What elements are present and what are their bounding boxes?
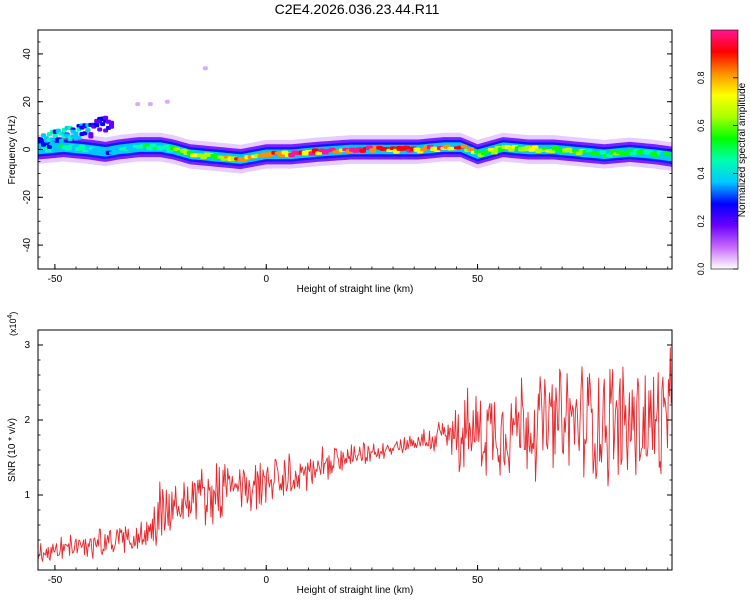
- heatmap-y-label: Frequency (Hz): [7, 116, 18, 185]
- heatmap-cell: [315, 151, 323, 155]
- heatmap-cell: [103, 115, 109, 120]
- heatmap-y-tick-label: -20: [22, 190, 33, 205]
- heatmap-x-tick-label: -50: [48, 274, 63, 285]
- heatmap-marks: [38, 66, 672, 174]
- snr-multiplier-close: ): [8, 312, 18, 315]
- snr-multiplier-exp: 4: [7, 314, 14, 318]
- snr-y-tick-label: 1: [24, 490, 30, 501]
- heatmap-cell: [163, 144, 170, 149]
- snr-x-label: Height of straight line (km): [297, 585, 414, 596]
- figure-title: C2E4.2026.036.23.44.R11: [275, 1, 440, 17]
- heatmap-cell: [147, 102, 153, 107]
- heatmap-cell: [629, 151, 637, 156]
- snr-x-ticks: -50 0 50: [48, 565, 669, 586]
- colorbar-gradient: [710, 29, 739, 270]
- heatmap-y-tick-label: -40: [22, 237, 33, 252]
- heatmap-cell: [135, 102, 141, 107]
- heatmap-cell: [73, 131, 79, 136]
- heatmap-cell: [58, 138, 64, 143]
- heatmap-cell: [100, 122, 106, 127]
- svg-text:(x104): (x104): [7, 312, 18, 336]
- heatmap-cell: [109, 124, 115, 129]
- heatmap-cell: [606, 153, 613, 158]
- heatmap-cell: [85, 128, 91, 133]
- snr-multiplier-base: (x10: [8, 318, 18, 336]
- heatmap-cell: [82, 131, 88, 136]
- heatmap-cell: [173, 147, 181, 151]
- heatmap-cell: [94, 123, 100, 128]
- heatmap-x-ticks: -50 0 50: [48, 264, 669, 285]
- heatmap-cell: [88, 134, 94, 139]
- colorbar-tick-label: 0.0: [696, 263, 706, 276]
- colorbar-tick-label: 0.6: [696, 119, 706, 132]
- heatmap-cell: [149, 143, 157, 149]
- heatmap-cell: [663, 151, 671, 156]
- snr-x-tick-label: 0: [263, 575, 269, 586]
- snr-y-label: SNR (10 * v/v): [7, 418, 18, 482]
- heatmap-y-ticks: -40 -20 0 20 40: [22, 29, 672, 270]
- heatmap-x-label: Height of straight line (km): [297, 284, 414, 295]
- heatmap-cell: [460, 144, 468, 149]
- colorbar-tick-label: 0.8: [696, 72, 706, 85]
- heatmap-cell: [541, 146, 549, 150]
- heatmap-cell: [102, 148, 110, 152]
- heatmap-cell: [670, 155, 672, 159]
- colorbar-ticks: 0.0 0.2 0.4 0.6 0.8: [696, 72, 738, 276]
- colorbar: 0.0 0.2 0.4 0.6 0.8 Normalized spectral ampl…: [696, 29, 748, 276]
- heatmap-cell: [40, 133, 47, 138]
- heatmap-cell: [49, 137, 55, 142]
- colorbar-tick-label: 0.2: [696, 215, 706, 228]
- heatmap-x-tick-label: 50: [472, 274, 484, 285]
- heatmap-cell: [55, 128, 61, 133]
- snr-x-tick-label: 50: [472, 575, 484, 586]
- heatmap-cell: [49, 141, 55, 146]
- snr-y-multiplier: (x104): [7, 312, 18, 336]
- heatmap-y-tick-label: 40: [22, 48, 33, 60]
- heatmap-cell: [76, 135, 82, 140]
- snr-panel: -50 0 50 123 Height of straight line (km) …: [7, 312, 673, 596]
- heatmap-cell: [467, 147, 475, 152]
- heatmap-cell: [97, 127, 103, 132]
- heatmap-cell: [474, 150, 481, 154]
- heatmap-y-tick-label: 0: [22, 146, 33, 152]
- snr-y-ticks: 1 2 3: [24, 340, 672, 556]
- heatmap-cell: [202, 66, 208, 71]
- heatmap-cell: [52, 133, 58, 138]
- heatmap-cell: [46, 144, 52, 149]
- heatmap-cell: [109, 120, 115, 125]
- snr-y-tick-label: 2: [24, 415, 30, 426]
- snr-y-tick-label: 3: [24, 340, 30, 351]
- heatmap-panel: -50 0 50 -40 -20 0 20 40 Height of straight li…: [7, 29, 673, 295]
- heatmap-cell: [599, 150, 607, 155]
- colorbar-label: Normalized spectral amplitude: [737, 82, 748, 217]
- heatmap-cell: [403, 145, 410, 150]
- heatmap-y-tick-label: 20: [22, 96, 33, 108]
- heatmap-cell: [164, 99, 170, 104]
- heatmap-x-tick-label: 0: [263, 274, 269, 285]
- snr-series-line: [38, 347, 672, 562]
- colorbar-tick-label: 0.4: [696, 167, 706, 180]
- snr-x-tick-label: -50: [48, 575, 63, 586]
